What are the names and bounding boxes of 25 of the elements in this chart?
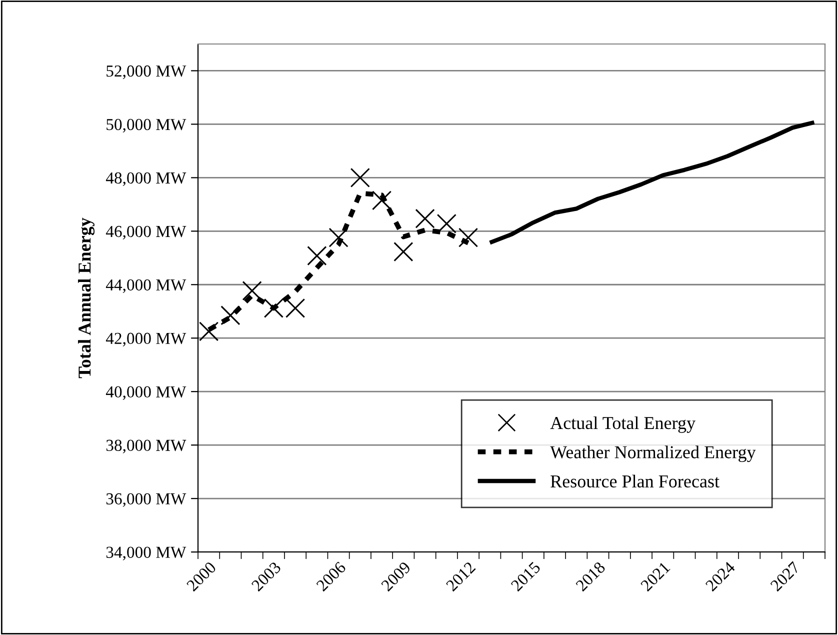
- line-series: [488, 120, 816, 245]
- point: [242, 280, 262, 301]
- legend-label: Actual Total Energy: [550, 416, 696, 433]
- y-tick-label: 42,000 MW: [106, 332, 186, 346]
- y-axis-title: Total Annual Energy: [78, 218, 95, 378]
- legend-label: Weather Normalized Energy: [550, 446, 756, 462]
- y-tick-label: 44,000 MW: [106, 279, 186, 293]
- y-tick-label: 40,000 MW: [106, 386, 186, 400]
- point: [350, 168, 370, 188]
- point: [372, 190, 392, 210]
- y-tick-label: 48,000 MW: [106, 172, 186, 186]
- point: [307, 246, 327, 266]
- y-tick-label: 50,000 MW: [106, 118, 186, 133]
- point: [458, 228, 478, 248]
- y-tick-label: 34,000 MW: [106, 546, 186, 560]
- point: [328, 228, 348, 248]
- point: [436, 214, 456, 234]
- point: [415, 208, 435, 228]
- y-tick-label: 36,000 MW: [106, 493, 186, 507]
- point: [394, 242, 414, 262]
- y-tick-label: 46,000 MW: [106, 226, 186, 240]
- point: [220, 306, 240, 326]
- legend-label: Resource Plan Forecast: [550, 474, 720, 488]
- y-tick-label: 52,000 MW: [106, 65, 186, 80]
- y-tick-label: 38,000 MW: [106, 440, 186, 454]
